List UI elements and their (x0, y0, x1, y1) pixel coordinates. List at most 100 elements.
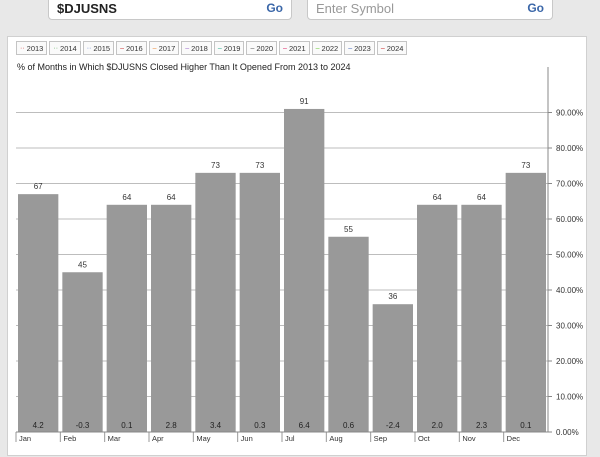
x-tick-label: Jul (285, 434, 295, 443)
legend-marker-icon: – (120, 44, 124, 52)
bar-value-label: 55 (344, 225, 353, 234)
bar-bottom-label: 0.6 (343, 421, 355, 430)
legend-label: 2014 (60, 43, 77, 53)
legend-label: 2013 (26, 43, 44, 53)
bar-value-label: 73 (255, 161, 264, 170)
y-tick-label: 70.00% (556, 180, 583, 189)
legend-item-2021[interactable]: –2021 (279, 41, 310, 55)
legend-marker-icon: – (250, 44, 255, 52)
bar-dec (505, 172, 546, 432)
bar-aug (328, 236, 369, 432)
x-tick-label: Nov (462, 434, 476, 443)
bar-jul (284, 108, 325, 432)
legend-label: 2017 (158, 43, 176, 53)
legend-marker-icon: – (380, 44, 385, 52)
legend-label: 2024 (386, 43, 404, 53)
x-tick-label: Jun (241, 434, 253, 443)
bar-feb (62, 272, 103, 432)
legend-marker-icon: – (217, 44, 222, 52)
bar-bottom-label: 3.4 (210, 421, 222, 430)
legend-label: 2022 (321, 43, 339, 53)
symbol-input[interactable]: $DJUSNS (57, 1, 117, 16)
year-legend: ·· 2013 ·· 2014 ·· 2015–2016–2017–2018–2019–2… (16, 41, 409, 55)
legend-label: 2020 (256, 43, 274, 53)
chart-title: % of Months in Which $DJUSNS Closed High… (17, 62, 351, 72)
bar-bottom-label: -2.4 (386, 421, 400, 430)
y-tick-label: 50.00% (556, 251, 583, 260)
x-tick-label: Aug (329, 434, 342, 443)
legend-label: 2016 (125, 43, 143, 53)
bar-bottom-label: 2.3 (476, 421, 488, 430)
legend-item-2014[interactable]: ·· 2014 (49, 41, 81, 55)
seasonality-bar-chart: 0.00% 10.00% 20.00% 30.00% 40.00% 50.00% 60.00… (15, 67, 583, 443)
bar-may (195, 172, 236, 432)
legend-marker-icon: – (185, 44, 190, 52)
compare-go-button[interactable]: Go (527, 1, 544, 15)
bar-jan (18, 194, 59, 432)
symbol-go-button[interactable]: Go (266, 1, 283, 15)
y-tick-label: 80.00% (556, 144, 583, 153)
bar-bottom-label: 6.4 (299, 421, 311, 430)
legend-label: 2023 (354, 43, 371, 53)
bar-bottom-label: 0.1 (520, 421, 532, 430)
bar-bottom-label: 2.0 (432, 421, 444, 430)
legend-marker-icon: – (283, 44, 287, 52)
legend-item-2020[interactable]: –2020 (246, 41, 278, 55)
seasonality-chart-panel: ·· 2013 ·· 2014 ·· 2015–2016–2017–2018–2019–2… (7, 36, 587, 456)
x-tick-label: Apr (152, 434, 164, 443)
legend-item-2013[interactable]: ·· 2013 (16, 41, 48, 55)
legend-marker-icon: ·· (86, 44, 92, 52)
bar-bottom-label: 2.8 (166, 421, 178, 430)
bar-mar (106, 204, 147, 432)
bar-value-label: 73 (211, 161, 220, 170)
bar-bottom-label: 0.1 (121, 421, 133, 430)
legend-item-2015[interactable]: ·· 2015 (82, 41, 115, 55)
bar-value-label: 64 (122, 193, 131, 202)
compare-symbol-input[interactable]: Enter Symbol (316, 1, 395, 16)
x-tick-label: Sep (374, 434, 387, 443)
bar-jun (239, 172, 280, 432)
x-tick-label: May (196, 434, 210, 443)
bar-value-label: 64 (433, 193, 442, 202)
legend-label: 2019 (223, 43, 241, 53)
bar-value-label: 91 (300, 97, 309, 106)
legend-item-2018[interactable]: –2018 (181, 41, 212, 55)
bar-value-label: 36 (388, 292, 397, 301)
y-tick-label: 40.00% (556, 286, 583, 295)
bar-value-label: 64 (167, 193, 176, 202)
legend-item-2024[interactable]: –2024 (376, 41, 408, 55)
bar-value-label: 64 (477, 193, 486, 202)
bar-bottom-label: -0.3 (76, 421, 90, 430)
bar-nov (461, 204, 502, 432)
bar-oct (417, 204, 458, 432)
y-tick-label: 20.00% (556, 357, 583, 366)
bar-value-label: 45 (78, 260, 87, 269)
top-search-bar: $DJUSNS Go Enter Symbol Go (0, 0, 600, 30)
bar-bottom-label: 0.3 (254, 421, 266, 430)
y-tick-label: 10.00% (556, 393, 583, 402)
legend-marker-icon: ·· (53, 44, 59, 52)
symbol-search-box[interactable]: $DJUSNS Go (48, 0, 292, 20)
legend-label: 2018 (191, 43, 208, 53)
bar-bottom-label: 4.2 (33, 421, 45, 430)
legend-marker-icon: – (315, 44, 320, 52)
legend-marker-icon: – (348, 44, 353, 52)
legend-marker-icon: – (152, 44, 157, 52)
y-tick-label: 90.00% (556, 109, 583, 118)
legend-item-2017[interactable]: –2017 (148, 41, 180, 55)
y-tick-label: 60.00% (556, 215, 583, 224)
x-tick-label: Mar (108, 434, 121, 443)
legend-item-2019[interactable]: –2019 (213, 41, 245, 55)
bar-value-label: 73 (521, 161, 530, 170)
y-tick-label: 30.00% (556, 322, 583, 331)
compare-search-box[interactable]: Enter Symbol Go (307, 0, 553, 20)
y-tick-label: 0.00% (556, 428, 579, 437)
x-tick-label: Feb (63, 434, 76, 443)
x-tick-label: Jan (19, 434, 31, 443)
legend-item-2022[interactable]: –2022 (311, 41, 343, 55)
legend-item-2016[interactable]: –2016 (116, 41, 147, 55)
bar-value-label: 67 (34, 182, 43, 191)
x-tick-label: Oct (418, 434, 431, 443)
legend-item-2023[interactable]: –2023 (344, 41, 375, 55)
legend-label: 2015 (93, 43, 111, 53)
